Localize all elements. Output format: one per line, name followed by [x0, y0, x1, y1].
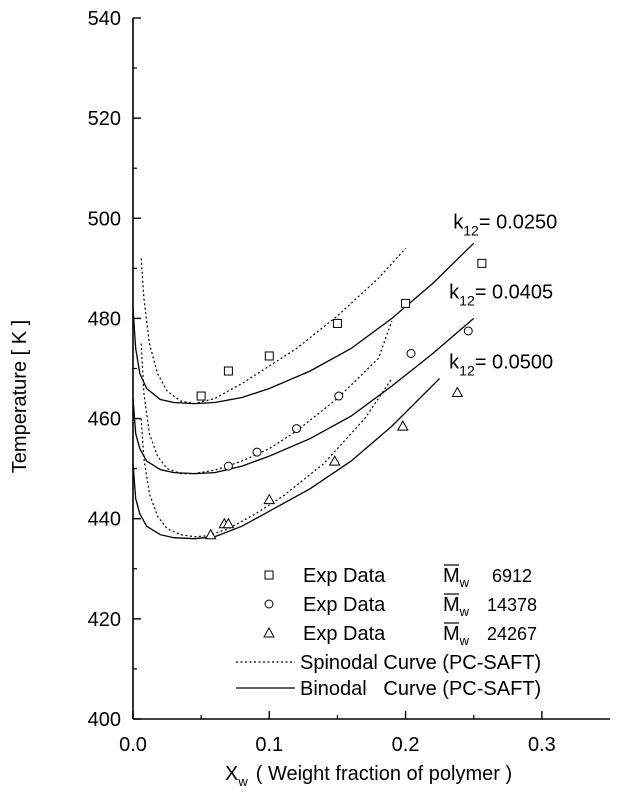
legend-spinodal-label: Spinodal Curve (PC-SAFT)	[300, 652, 541, 674]
k12-subscript: 12	[463, 222, 479, 238]
legend-mw-value: 14378	[487, 595, 537, 615]
binodal-curve-k12-00250	[132, 242, 475, 405]
triangle-data-point	[451, 386, 464, 398]
triangle-data-point	[204, 528, 217, 540]
k12-symbol: k	[449, 281, 460, 303]
k12-symbol: k	[449, 352, 460, 374]
y-axis-label: Temperature [ K ]	[9, 320, 31, 473]
k12-subscript: 12	[459, 363, 475, 379]
y-tick-label: 500	[88, 208, 121, 230]
x-tick-label: 0.3	[528, 734, 556, 756]
circle-data-point	[223, 461, 233, 471]
legend-mw-label: Mw	[443, 623, 470, 648]
square-data-point	[223, 366, 233, 376]
spinodal-curve-k12-00405	[140, 320, 393, 475]
x-axis-label: Xw ( Weight fraction of polymer )	[225, 763, 512, 789]
k12-annotation: k12= 0.0405	[449, 281, 553, 308]
x-tick-label: 0.2	[392, 734, 420, 756]
circle-data-point	[406, 348, 416, 358]
legend-circle-marker	[264, 599, 274, 609]
legend-mw-subscript: w	[459, 604, 470, 619]
x-tick-label: 0.1	[255, 734, 283, 756]
square-data-point	[401, 298, 411, 308]
circle-data-point	[292, 424, 302, 434]
y-tick-label: 480	[88, 308, 121, 330]
legend: Exp Data Mw 6912 Exp Data Mw 14378 Exp Data Mw 2…	[236, 564, 541, 700]
legend-binodal-label: Binodal Curve (PC-SAFT)	[300, 678, 541, 700]
x-axis-label-symbol: X	[225, 763, 238, 785]
legend-series-name: Exp Data	[303, 565, 386, 587]
k12-value: = 0.0250	[479, 211, 557, 233]
k12-symbol: k	[453, 211, 464, 233]
triangle-data-point	[328, 455, 341, 466]
y-tick-label: 400	[88, 709, 121, 731]
square-data-point	[196, 391, 206, 401]
triangle-data-point	[222, 517, 235, 529]
k12-annotation: k12= 0.0250	[453, 211, 557, 238]
spinodal-curve-k12-00250	[140, 247, 407, 405]
x-axis-label-text: ( Weight fraction of polymer )	[256, 763, 512, 785]
circle-data-point	[334, 391, 344, 401]
y-tick-label: 540	[88, 8, 121, 30]
legend-mw-value: 24267	[487, 624, 537, 644]
legend-series-name: Exp Data	[303, 594, 386, 616]
legend-series-name: Exp Data	[303, 623, 386, 645]
square-data-point	[264, 351, 274, 361]
binodal-curve-k12-00405	[132, 317, 475, 475]
legend-mw-symbol: M	[443, 565, 460, 587]
y-tick-label: 420	[88, 609, 121, 631]
legend-triangle-marker	[263, 626, 275, 638]
y-tick-label: 460	[88, 409, 121, 431]
axes-layer: 400 420 440 460 480 500 520 540 0.0 0.1 0.2 0.3 Temp…	[9, 8, 610, 789]
legend-mw-symbol: M	[443, 594, 460, 616]
legend-mw-subscript: w	[459, 633, 470, 648]
markers-layer	[196, 258, 487, 540]
k12-subscript: 12	[459, 292, 475, 308]
k12-value: = 0.0405	[475, 281, 553, 303]
y-tick-label: 520	[88, 108, 121, 130]
k12-value: = 0.0500	[475, 352, 553, 374]
triangle-data-point	[263, 493, 276, 505]
x-axis-label-subscript: w	[237, 774, 248, 789]
square-data-point	[332, 318, 342, 328]
x-tick-label: 0.0	[119, 734, 147, 756]
triangle-data-point	[396, 420, 409, 431]
legend-mw-value: 6912	[492, 566, 532, 586]
legend-mw-label: Mw	[443, 565, 470, 590]
circle-data-point	[252, 447, 262, 457]
legend-mw-label: Mw	[443, 594, 470, 619]
binodal-curve-k12-00500	[132, 378, 441, 540]
y-tick-label: 440	[88, 509, 121, 531]
square-data-point	[477, 258, 487, 268]
legend-square-marker	[264, 570, 274, 580]
curves-layer	[132, 242, 475, 540]
circle-data-point	[463, 326, 473, 336]
k12-annotation: k12= 0.0500	[449, 352, 553, 379]
legend-mw-symbol: M	[443, 623, 460, 645]
legend-mw-subscript: w	[459, 575, 470, 590]
